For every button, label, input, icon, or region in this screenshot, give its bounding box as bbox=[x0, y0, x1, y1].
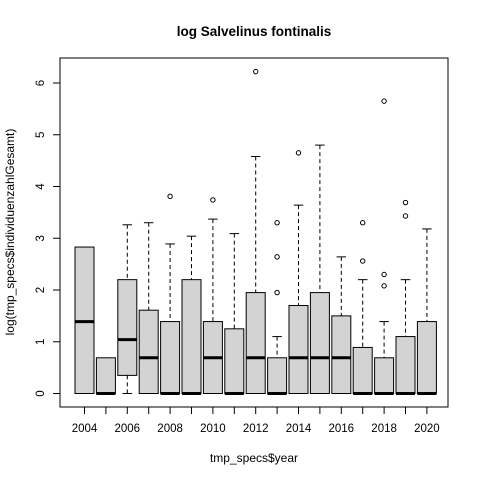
box-body bbox=[117, 279, 138, 376]
box-body bbox=[374, 357, 395, 395]
chart-title: log Salvelinus fontinalis bbox=[177, 24, 332, 39]
outlier-point bbox=[381, 271, 387, 278]
outlier-point bbox=[360, 258, 366, 264]
box-body bbox=[352, 346, 373, 395]
box-body bbox=[95, 357, 116, 395]
box-2017 bbox=[352, 220, 373, 395]
y-tick-label: 5 bbox=[35, 132, 47, 138]
outlier-point bbox=[253, 68, 259, 75]
box-body bbox=[224, 328, 245, 394]
x-tick-label: 2004 bbox=[72, 423, 98, 435]
boxes bbox=[74, 68, 437, 395]
box-2008 bbox=[160, 193, 181, 395]
box-body bbox=[267, 357, 288, 395]
outlier-point bbox=[210, 197, 216, 203]
y-tick-label: 1 bbox=[35, 339, 47, 345]
box-2019 bbox=[395, 199, 416, 395]
outlier-point bbox=[167, 193, 173, 200]
x-tick-label: 2016 bbox=[329, 423, 355, 435]
x-tick-label: 2018 bbox=[371, 423, 397, 435]
box-2016 bbox=[331, 256, 352, 394]
outlier-point bbox=[381, 283, 387, 289]
box-2004 bbox=[74, 246, 95, 394]
box-2005 bbox=[95, 357, 116, 395]
box-2009 bbox=[181, 235, 202, 395]
x-tick-label: 2020 bbox=[414, 423, 440, 435]
x-tick-label: 2010 bbox=[200, 423, 226, 435]
outlier-point bbox=[360, 220, 366, 226]
y-tick-label: 6 bbox=[35, 80, 47, 86]
outlier-point bbox=[274, 289, 280, 296]
box-2020 bbox=[416, 228, 437, 395]
box-2007 bbox=[138, 222, 159, 394]
box-body bbox=[309, 292, 330, 394]
box-body bbox=[138, 309, 159, 394]
y-tick-label: 0 bbox=[35, 390, 47, 396]
y-axis: 0 1 2 3 4 5 6 bbox=[35, 80, 61, 397]
box-2011 bbox=[224, 233, 245, 395]
box-body bbox=[181, 279, 202, 394]
y-tick-label: 2 bbox=[35, 287, 47, 293]
box-2013 bbox=[267, 220, 288, 395]
outlier-point bbox=[402, 213, 409, 219]
x-axis: 2004 2006 2008 2010 2012 2014 2016 2018 2020 bbox=[72, 406, 440, 435]
box-body bbox=[245, 292, 266, 394]
y-tick-label: 4 bbox=[35, 183, 47, 190]
box-body bbox=[160, 321, 181, 395]
box-body bbox=[331, 315, 352, 394]
box-body bbox=[288, 305, 309, 394]
x-tick-label: 2012 bbox=[243, 423, 269, 435]
box-2015 bbox=[309, 144, 330, 394]
outlier-point bbox=[381, 98, 387, 104]
box-2006 bbox=[117, 224, 138, 394]
x-tick-label: 2006 bbox=[115, 423, 141, 435]
outlier-point bbox=[295, 150, 302, 156]
box-body bbox=[395, 336, 416, 395]
y-tick-label: 3 bbox=[35, 235, 47, 241]
outlier-point bbox=[402, 199, 409, 206]
outlier-point bbox=[274, 220, 280, 226]
box-2010 bbox=[202, 197, 223, 395]
outlier-point bbox=[274, 254, 280, 260]
box-2018 bbox=[374, 98, 395, 395]
y-axis-label: log(tmp_specs$individuenzahlGesamt) bbox=[3, 129, 17, 336]
x-tick-label: 2014 bbox=[286, 423, 312, 435]
x-tick-label: 2008 bbox=[157, 423, 183, 435]
x-axis-label: tmp_specs$year bbox=[210, 451, 298, 465]
box-body bbox=[416, 321, 437, 395]
box-2012 bbox=[245, 68, 266, 394]
box-2014 bbox=[288, 150, 309, 394]
